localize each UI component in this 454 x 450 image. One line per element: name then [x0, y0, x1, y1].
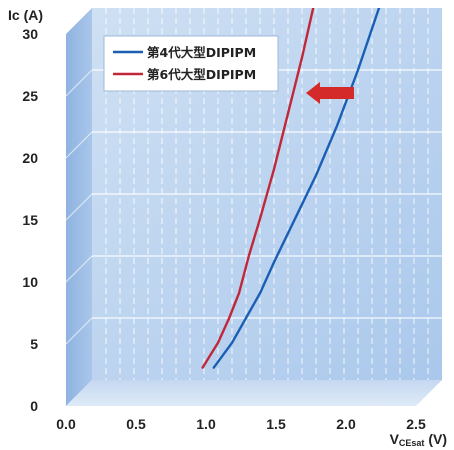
- x-tick-label: 1.0: [196, 416, 216, 432]
- legend-label-series-1: 第4代大型DIPIPM: [147, 45, 256, 60]
- y-tick-label: 25: [22, 88, 38, 104]
- x-tick-label: 2.5: [406, 416, 426, 432]
- y-tick-label: 15: [22, 212, 38, 228]
- legend-box: [103, 35, 279, 92]
- legend-label-series-2: 第6代大型DIPIPM: [147, 67, 256, 82]
- y-tick-label: 30: [22, 26, 38, 42]
- y-axis-label: Ic (A): [8, 7, 43, 23]
- highlight-arrow-icon: [306, 82, 354, 104]
- tick-labels: 0 5 10 15 20 25 30 0.0 0.5 1.0 1.5 2.0 2.5: [22, 26, 426, 432]
- x-tick-label: 2.0: [336, 416, 356, 432]
- y-tick-label: 5: [30, 336, 38, 352]
- grid-line-depth: [65, 69, 93, 97]
- x-axis-label: VCEsat (V): [390, 431, 447, 448]
- x-tick-label: 0.0: [56, 416, 76, 432]
- chart-floor: [66, 380, 442, 406]
- y-tick-label: 20: [22, 150, 38, 166]
- grid-line-depth: [65, 131, 93, 159]
- series-line-2: [201, 8, 315, 369]
- y-tick-label: 10: [22, 274, 38, 290]
- grid-line-depth: [65, 193, 93, 221]
- x-tick-label: 1.5: [266, 416, 286, 432]
- series-line-1: [212, 8, 381, 369]
- grid-line-depth: [65, 317, 93, 345]
- grid-line-depth: [65, 255, 93, 283]
- x-tick-label: 0.5: [126, 416, 146, 432]
- legend: 第4代大型DIPIPM 第6代大型DIPIPM: [103, 35, 279, 92]
- y-tick-label: 0: [30, 398, 38, 414]
- series-layer: [201, 8, 381, 369]
